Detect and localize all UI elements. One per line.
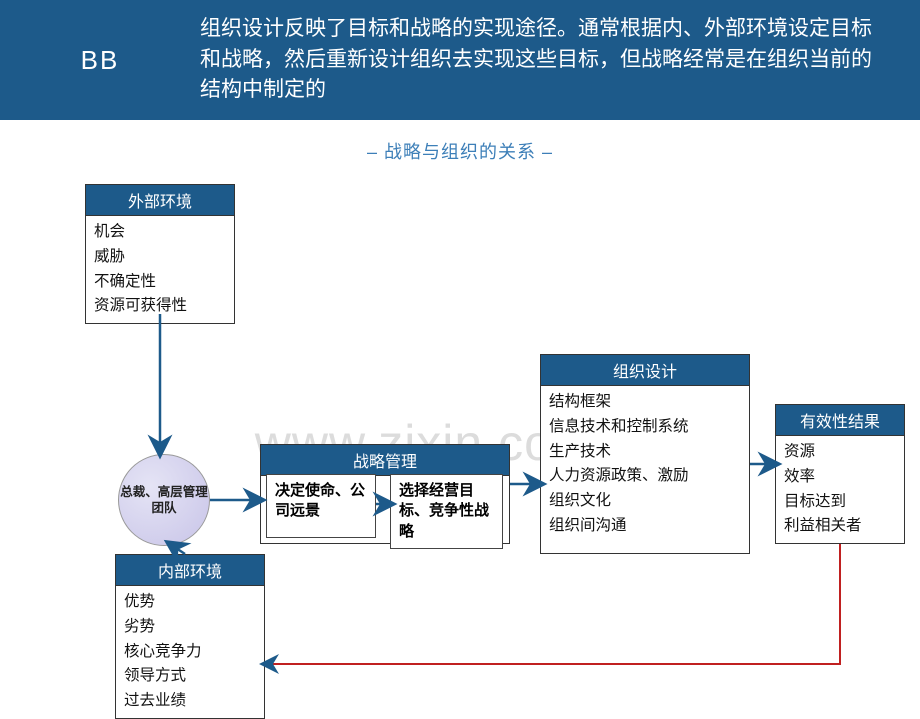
- list-item: 领导方式: [124, 664, 256, 689]
- list-item: 组织间沟通: [549, 514, 741, 539]
- diagram-canvas: www.zixin.com.cn 外部环境 机会威胁不确定性资源可获得性 内部环…: [0, 164, 920, 716]
- list-item: 人力资源政策、激励: [549, 464, 741, 489]
- node-body: 资源效率目标达到利益相关者: [776, 436, 904, 543]
- node-internal-env: 内部环境 优势劣势核心竞争力领导方式过去业绩: [115, 554, 265, 719]
- list-item: 威胁: [94, 245, 226, 270]
- list-item: 优势: [124, 590, 256, 615]
- header-text: 组织设计反映了目标和战略的实现途径。通常根据内、外部环境设定目标和战略，然后重新…: [200, 14, 920, 105]
- node-hub-circle: 总裁、高层管理团队: [118, 454, 210, 546]
- list-item: 组织文化: [549, 489, 741, 514]
- list-item: 资源可获得性: [94, 294, 226, 319]
- node-org-design: 组织设计 结构框架信息技术和控制系统生产技术人力资源政策、激励组织文化组织间沟通: [540, 354, 750, 554]
- list-item: 目标达到: [784, 490, 896, 515]
- node-external-env: 外部环境 机会威胁不确定性资源可获得性: [85, 184, 235, 324]
- list-item: 核心竞争力: [124, 640, 256, 665]
- node-body: 结构框架信息技术和控制系统生产技术人力资源政策、激励组织文化组织间沟通: [541, 386, 749, 543]
- list-item: 资源: [784, 440, 896, 465]
- node-title: 战略管理: [261, 445, 509, 476]
- list-item: 结构框架: [549, 390, 741, 415]
- node-strategy-sub2: 选择经营目标、竞争性战略: [390, 474, 503, 549]
- node-body: 机会威胁不确定性资源可获得性: [86, 216, 234, 323]
- node-results: 有效性结果 资源效率目标达到利益相关者: [775, 404, 905, 544]
- node-title: 内部环境: [116, 555, 264, 586]
- header-logo: BB: [0, 45, 200, 76]
- list-item: 机会: [94, 220, 226, 245]
- list-item: 过去业绩: [124, 689, 256, 714]
- list-item: 利益相关者: [784, 514, 896, 539]
- list-item: 效率: [784, 465, 896, 490]
- node-title: 组织设计: [541, 355, 749, 386]
- subtitle: – 战略与组织的关系 –: [0, 138, 920, 164]
- list-item: 生产技术: [549, 440, 741, 465]
- list-item: 劣势: [124, 615, 256, 640]
- header-bar: BB 组织设计反映了目标和战略的实现途径。通常根据内、外部环境设定目标和战略，然…: [0, 0, 920, 120]
- list-item: 不确定性: [94, 270, 226, 295]
- node-body: 优势劣势核心竞争力领导方式过去业绩: [116, 586, 264, 718]
- hub-label: 总裁、高层管理团队: [119, 484, 209, 517]
- node-title: 外部环境: [86, 185, 234, 216]
- node-title: 有效性结果: [776, 405, 904, 436]
- node-strategy-sub1: 决定使命、公司远景: [266, 474, 376, 538]
- list-item: 信息技术和控制系统: [549, 415, 741, 440]
